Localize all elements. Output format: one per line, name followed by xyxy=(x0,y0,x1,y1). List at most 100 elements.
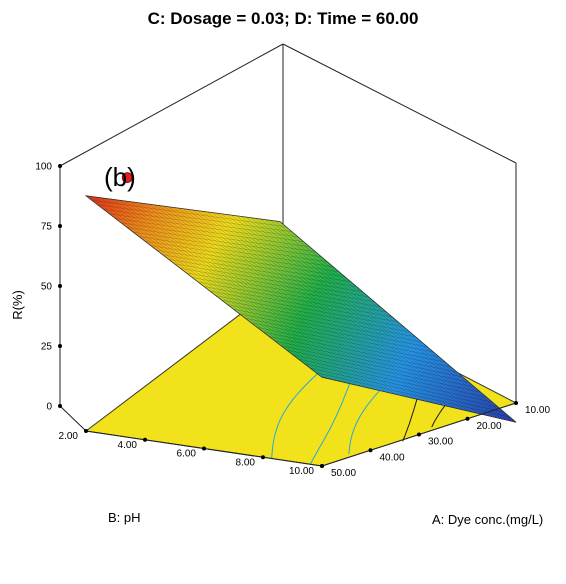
mesh-line xyxy=(139,202,376,390)
mesh-line xyxy=(209,290,404,328)
mesh-line xyxy=(174,263,369,298)
mesh-line xyxy=(162,254,357,288)
mesh-line xyxy=(150,245,345,278)
mesh-line xyxy=(270,220,507,421)
mesh-line xyxy=(133,231,328,262)
z-tick-label: 0 xyxy=(46,402,52,413)
design-point-marker xyxy=(121,172,133,184)
dye-tick-label: 20.00 xyxy=(477,421,502,432)
mesh-line xyxy=(177,207,415,399)
surface-outline xyxy=(84,195,517,423)
dye-tick-label: 40.00 xyxy=(380,452,405,463)
mesh-line xyxy=(227,304,422,343)
mesh-line xyxy=(226,214,463,410)
mesh-line xyxy=(168,206,405,397)
frame-edge xyxy=(59,405,87,432)
z-tick-mark xyxy=(58,344,62,348)
mesh-line xyxy=(265,219,502,419)
mesh-line xyxy=(197,210,434,404)
bounding-box-front xyxy=(59,166,87,432)
panel-label: (b) xyxy=(104,162,136,192)
mesh-line xyxy=(103,209,298,237)
mesh-line xyxy=(239,313,434,353)
mesh-line xyxy=(100,197,337,381)
mesh-line xyxy=(168,259,363,293)
mesh-line xyxy=(286,349,481,393)
mesh-line xyxy=(180,268,375,303)
mesh-line xyxy=(231,215,468,412)
mesh-line xyxy=(144,203,381,391)
dye-tick-mark xyxy=(465,416,470,421)
z-tick-label: 25 xyxy=(41,342,53,353)
z-axis: 0 25 50 75 100 xyxy=(35,162,62,413)
ph-axis-label: B: pH xyxy=(108,510,141,525)
mesh-line xyxy=(124,200,361,387)
mesh-line xyxy=(221,213,458,409)
dye-conc-axis: 10.00 20.00 30.00 40.00 50.00 xyxy=(320,401,550,479)
mesh-line xyxy=(268,336,463,378)
frame-edge xyxy=(282,43,517,164)
contour-line xyxy=(348,383,387,454)
mesh-line xyxy=(139,236,334,267)
dye-tick-label: 10.00 xyxy=(525,405,550,416)
ph-tick-label: 6.00 xyxy=(177,449,197,460)
mesh-line xyxy=(241,216,478,414)
mesh-line xyxy=(121,222,316,252)
mesh-line xyxy=(257,327,452,368)
mesh-line xyxy=(105,198,342,382)
mesh-line xyxy=(158,205,395,395)
mesh-line xyxy=(192,209,429,403)
surface-mesh xyxy=(84,195,517,423)
mesh-line xyxy=(280,345,475,388)
response-surface xyxy=(84,195,517,423)
dye-tick-mark xyxy=(417,432,421,437)
z-tick-label: 100 xyxy=(35,162,52,173)
ph-axis: 2.00 4.00 6.00 8.00 10.00 xyxy=(59,429,324,477)
mesh-line xyxy=(97,204,292,232)
floor-contour-lines xyxy=(271,373,455,465)
design-point xyxy=(121,172,133,184)
mesh-line xyxy=(95,196,332,380)
dye-conc-axis-label: A: Dye conc.(mg/L) xyxy=(432,512,543,527)
mesh-line xyxy=(255,218,492,417)
mesh-line xyxy=(129,201,366,388)
mesh-line xyxy=(144,240,340,273)
z-tick-mark xyxy=(58,404,62,408)
z-tick-mark xyxy=(58,284,62,288)
ph-tick-mark xyxy=(143,437,147,442)
mesh-line xyxy=(260,218,497,418)
mesh-line xyxy=(186,272,381,308)
ph-tick-label: 8.00 xyxy=(236,457,256,468)
ph-tick-label: 2.00 xyxy=(59,431,79,442)
dye-tick-label: 50.00 xyxy=(331,468,356,479)
dye-tick-label: 30.00 xyxy=(428,437,453,448)
mesh-line xyxy=(245,216,483,415)
mesh-line xyxy=(304,363,499,408)
chart-title: C: Dosage = 0.03; D: Time = 60.00 xyxy=(148,9,419,28)
dye-tick-mark xyxy=(368,448,373,453)
ph-tick-mark xyxy=(84,429,88,433)
mesh-line xyxy=(153,204,391,394)
z-tick-mark xyxy=(58,224,62,228)
frame-edge xyxy=(59,43,284,167)
ph-tick-mark xyxy=(202,446,206,451)
z-axis-label: R(%) xyxy=(10,290,25,320)
mesh-line xyxy=(211,212,449,407)
dye-tick-mark xyxy=(320,464,324,468)
contour-line xyxy=(309,378,353,465)
mesh-line xyxy=(110,198,347,383)
mesh-line xyxy=(127,227,322,257)
mesh-line xyxy=(216,213,454,408)
bounding-box-back xyxy=(59,43,517,403)
mesh-line xyxy=(148,204,386,392)
mesh-line xyxy=(91,200,286,227)
mesh-line xyxy=(202,211,439,405)
contour-line xyxy=(271,373,318,459)
mesh-line xyxy=(119,200,357,386)
mesh-line xyxy=(245,317,440,358)
z-tick-label: 50 xyxy=(41,282,53,293)
dye-tick-mark xyxy=(514,401,518,405)
mesh-line xyxy=(114,199,352,385)
mesh-line xyxy=(221,299,416,338)
